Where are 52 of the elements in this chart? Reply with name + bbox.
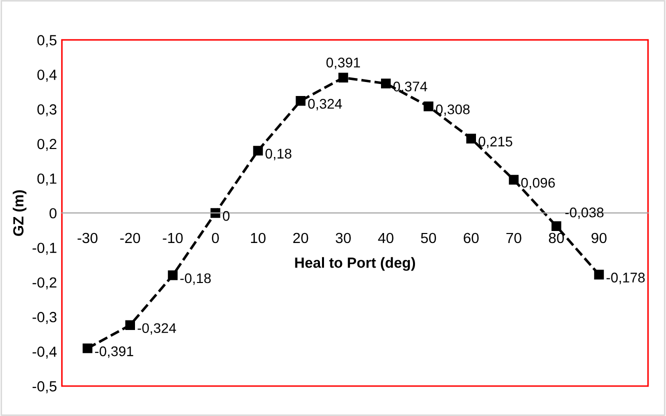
point bbox=[125, 320, 135, 330]
x-tick-label: -20 bbox=[120, 232, 140, 244]
point bbox=[296, 96, 306, 106]
point bbox=[552, 221, 562, 232]
x-tick-label: -30 bbox=[78, 232, 98, 244]
data-label: -0,18 bbox=[180, 273, 211, 285]
point bbox=[210, 208, 220, 218]
y-tick-label: 0,4 bbox=[37, 70, 57, 82]
y-tick-label: -0,5 bbox=[32, 381, 56, 394]
point bbox=[168, 270, 178, 280]
y-axis-title: GZ (m) bbox=[12, 190, 26, 236]
point bbox=[338, 72, 348, 83]
y-tick-label: -0,4 bbox=[32, 346, 57, 359]
data-label: 0,096 bbox=[521, 178, 555, 190]
y-tick-label: 0,2 bbox=[37, 138, 56, 151]
data-label: 0 bbox=[222, 211, 230, 221]
data-label: 0,308 bbox=[436, 104, 470, 116]
y-tick-label: 0,3 bbox=[37, 104, 56, 116]
point bbox=[594, 270, 604, 280]
data-label: 0,391 bbox=[326, 58, 360, 70]
data-label: -0,038 bbox=[565, 208, 604, 220]
x-tick-label: 0 bbox=[212, 232, 219, 244]
data-label: 0,324 bbox=[308, 98, 342, 110]
x-tick-label: 80 bbox=[548, 232, 564, 244]
data-label: -0,391 bbox=[95, 346, 134, 358]
x-tick-label: 20 bbox=[293, 232, 308, 244]
y-tick-label: -0,2 bbox=[32, 277, 56, 290]
data-label: 0,18 bbox=[265, 148, 292, 160]
point bbox=[466, 134, 476, 144]
point bbox=[253, 146, 263, 156]
data-label: -0,324 bbox=[138, 323, 176, 335]
data-label: 0,374 bbox=[393, 82, 428, 94]
y-tick-label: -0,1 bbox=[32, 242, 56, 255]
y-tick-label: 0,5 bbox=[37, 35, 56, 48]
x-tick-label: -10 bbox=[162, 232, 183, 244]
x-tick-label: 10 bbox=[251, 232, 266, 244]
x-tick-label: 90 bbox=[592, 232, 607, 244]
point bbox=[82, 343, 92, 354]
y-tick-label: 0,1 bbox=[37, 173, 56, 186]
x-tick-label: 30 bbox=[336, 232, 351, 244]
y-tick-label: -0,3 bbox=[32, 312, 56, 324]
point bbox=[381, 78, 391, 88]
x-axis-title: Heal to Port (deg) bbox=[295, 257, 416, 271]
x-tick-label: 50 bbox=[420, 232, 436, 244]
point bbox=[508, 174, 519, 185]
x-tick-label: 70 bbox=[506, 232, 522, 244]
data-label: 0,215 bbox=[478, 136, 512, 148]
y-tick-label: 0 bbox=[50, 208, 57, 218]
x-tick-label: 40 bbox=[378, 232, 394, 244]
data-label: -0,178 bbox=[606, 272, 645, 284]
point bbox=[424, 102, 434, 112]
x-tick-label: 60 bbox=[464, 232, 479, 244]
